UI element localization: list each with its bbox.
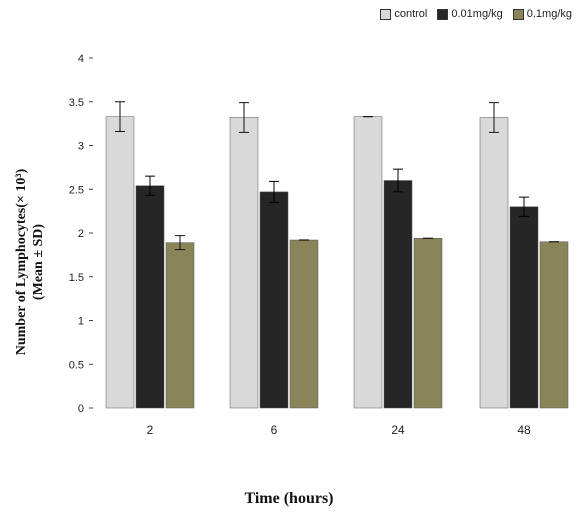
legend-swatch-control (380, 8, 392, 20)
y-tick-label: 1 (78, 316, 84, 328)
bar-001mgkg-2h (135, 185, 165, 409)
bar-01mgkg-2h (165, 242, 195, 409)
x-tick-label: 48 (517, 423, 531, 437)
legend-swatch-low-dose (437, 8, 449, 20)
y-tick-label: 3 (78, 141, 84, 153)
bar-01mgkg-48h (539, 241, 569, 409)
x-tick-label: 24 (391, 423, 405, 437)
x-tick-label: 6 (271, 423, 278, 437)
legend-item-control: control (380, 8, 427, 20)
x-tick-label: 2 (147, 423, 154, 437)
legend-label-control: control (394, 8, 428, 20)
y-tick-label: 0.5 (69, 359, 84, 371)
bar-001mgkg-48h (509, 206, 539, 409)
legend-label-low-dose: 0.01mg/kg (451, 8, 503, 20)
y-tick-label: 2 (78, 228, 84, 240)
y-tick-label: 3.5 (69, 97, 84, 109)
bar-control-48h (479, 117, 509, 409)
bar-01mgkg-6h (289, 239, 319, 409)
y-tick-label: 0 (78, 403, 84, 415)
y-tick-label: 4 (78, 53, 84, 65)
bar-control-24h (353, 116, 383, 409)
x-axis-title: Time (hours) (244, 490, 334, 507)
bar-001mgkg-6h (259, 191, 289, 409)
bar-control-6h (229, 117, 259, 409)
legend-item-high-dose: 0.1mg/kg (512, 8, 572, 20)
bar-01mgkg-24h (413, 238, 443, 409)
bar-001mgkg-24h (383, 180, 413, 409)
legend-swatch-high-dose (512, 8, 524, 20)
bar-control-2h (105, 116, 135, 409)
legend-label-high-dose: 0.1mg/kg (526, 8, 572, 20)
y-tick-label: 1.5 (69, 272, 84, 284)
legend-item-low-dose: 0.01mg/kg (437, 8, 503, 20)
y-tick-label: 2.5 (69, 184, 84, 196)
legend: control 0.01mg/kg 0.1mg/kg (380, 8, 572, 20)
